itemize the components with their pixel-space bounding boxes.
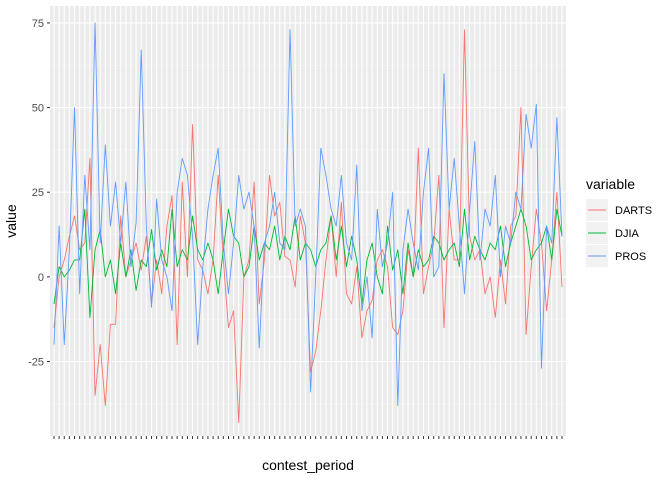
series-line-djia xyxy=(53,208,563,318)
x-axis xyxy=(53,436,563,439)
y-axis-title: value xyxy=(3,204,19,238)
legend-label: DJIA xyxy=(615,228,640,240)
legend-label: PROS xyxy=(615,251,646,263)
y-tick-label: 0 xyxy=(38,272,44,284)
y-axis: -25 0 25 50 75 xyxy=(28,18,50,369)
x-axis-title: contest_period xyxy=(262,457,354,473)
legend-label: DARTS xyxy=(615,205,652,217)
y-tick-label: -25 xyxy=(28,357,44,369)
legend: variable DARTS DJIA PROS xyxy=(586,176,652,267)
y-tick-label: 75 xyxy=(32,18,44,30)
major-gridlines xyxy=(50,6,566,436)
series-lines xyxy=(53,22,563,423)
y-tick-label: 50 xyxy=(32,103,44,115)
legend-item-darts: DARTS xyxy=(586,199,652,221)
series-line-pros xyxy=(53,22,563,406)
legend-item-djia: DJIA xyxy=(586,222,640,244)
legend-item-pros: PROS xyxy=(586,245,646,267)
y-tick-label: 25 xyxy=(32,187,44,199)
legend-title: variable xyxy=(586,176,635,192)
